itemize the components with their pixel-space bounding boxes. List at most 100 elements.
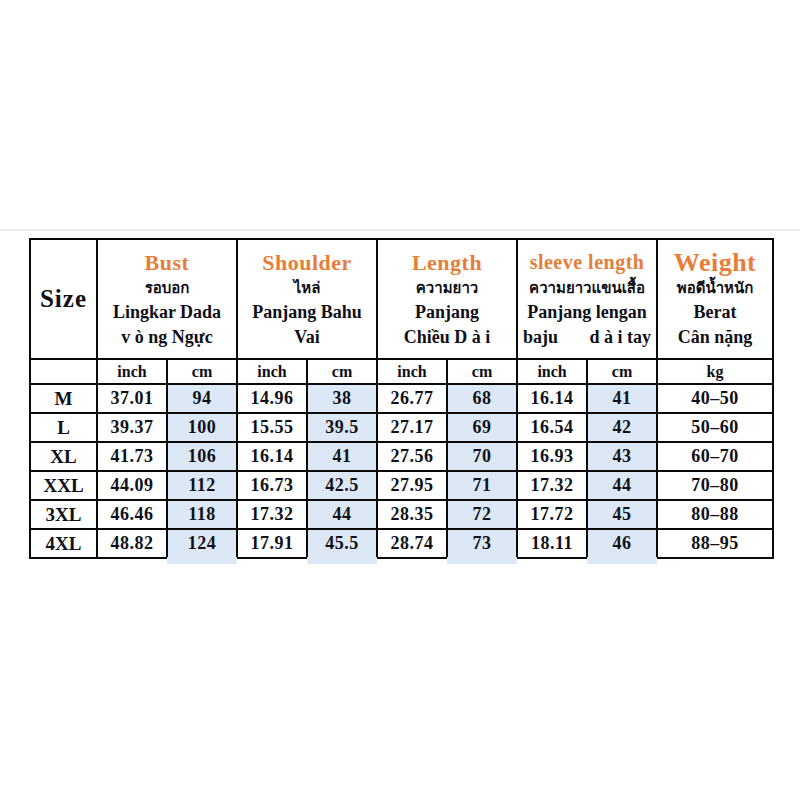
sleeve-cm-cell: 43: [587, 442, 657, 471]
weight-range-cell: 88–95: [657, 529, 773, 558]
table-row-4xl: 4XL 48.82 124 17.91 45.5 28.74 73 18.11 …: [30, 529, 773, 558]
shoulder-cm-cell: 44: [307, 500, 377, 529]
length-cm-cell: 72: [447, 500, 517, 529]
length-cm-cell: 68: [447, 384, 517, 413]
sleeve-inch-cell: 17.32: [517, 471, 587, 500]
length-inch-cell: 26.77: [377, 384, 447, 413]
bust-label-indo: Lingkar Dada: [98, 300, 236, 325]
unit-length-inch: inch: [377, 359, 447, 384]
sleeve-cm-cell: 44: [587, 471, 657, 500]
weight-label-indo: Berat: [658, 300, 772, 325]
table-row-3xl: 3XL 46.46 118 17.32 44 28.35 72 17.72 45…: [30, 500, 773, 529]
size-chart-page: Size Bust รอบอก Lingkar Dada v ò ng Ngực…: [0, 0, 800, 800]
sleeve-label-viet-right: d à i tay: [590, 325, 652, 350]
column-header-length: Length ความยาว Panjang Chiều D à i: [377, 239, 517, 359]
shoulder-inch-cell: 17.91: [237, 529, 307, 558]
length-label-viet: Chiều D à i: [378, 325, 516, 350]
unit-bust-inch: inch: [97, 359, 167, 384]
shoulder-inch-cell: 15.55: [237, 413, 307, 442]
shoulder-inch-cell: 17.32: [237, 500, 307, 529]
bust-label-thai: รอบอก: [98, 276, 236, 300]
unit-shoulder-cm: cm: [307, 359, 377, 384]
length-inch-cell: 27.17: [377, 413, 447, 442]
weight-range-cell: 70–80: [657, 471, 773, 500]
shoulder-inch-cell: 16.14: [237, 442, 307, 471]
header-row: Size Bust รอบอก Lingkar Dada v ò ng Ngực…: [30, 239, 773, 359]
column-header-shoulder: Shoulder ไหล่ Panjang Bahu Vai: [237, 239, 377, 359]
sleeve-cm-cell: 41: [587, 384, 657, 413]
length-cm-cell: 73: [447, 529, 517, 558]
size-header: Size: [30, 239, 97, 359]
shoulder-cm-cell: 42.5: [307, 471, 377, 500]
sleeve-label-thai: ความยาวแขนเสื้อ: [518, 276, 656, 300]
bust-inch-cell: 48.82: [97, 529, 167, 558]
bust-inch-cell: 37.01: [97, 384, 167, 413]
sleeve-cm-cell: 42: [587, 413, 657, 442]
units-empty-cell: [30, 359, 97, 384]
sleeve-label-viet: baju d à i tay: [518, 325, 656, 350]
column-header-sleeve-length: sleeve length ความยาวแขนเสื้อ Panjang le…: [517, 239, 657, 359]
sleeve-cm-cell: 45: [587, 500, 657, 529]
unit-bust-cm: cm: [167, 359, 237, 384]
bust-cm-cell: 118: [167, 500, 237, 529]
sleeve-inch-cell: 17.72: [517, 500, 587, 529]
sleeve-label-viet-left: baju: [523, 325, 558, 350]
weight-label-thai: พอดีน้ำหนัก: [658, 276, 772, 300]
shoulder-inch-cell: 16.73: [237, 471, 307, 500]
size-cell: 3XL: [30, 500, 97, 529]
size-cell: XL: [30, 442, 97, 471]
length-inch-cell: 27.95: [377, 471, 447, 500]
bust-inch-cell: 41.73: [97, 442, 167, 471]
sleeve-cm-shade-overflow: [587, 557, 657, 564]
sleeve-inch-cell: 16.14: [517, 384, 587, 413]
size-chart-table: Size Bust รอบอก Lingkar Dada v ò ng Ngực…: [29, 238, 774, 559]
bust-cm-cell: 124: [167, 529, 237, 558]
weight-range-cell: 40–50: [657, 384, 773, 413]
length-cm-cell: 71: [447, 471, 517, 500]
shoulder-cm-shade-overflow: [307, 557, 377, 564]
weight-label-en: Weight: [658, 249, 772, 276]
size-cell: M: [30, 384, 97, 413]
length-cm-shade-overflow: [447, 557, 517, 564]
bust-cm-cell: 94: [167, 384, 237, 413]
weight-range-cell: 50–60: [657, 413, 773, 442]
unit-sleeve-cm: cm: [587, 359, 657, 384]
table-row-xl: XL 41.73 106 16.14 41 27.56 70 16.93 43 …: [30, 442, 773, 471]
shoulder-cm-cell: 45.5: [307, 529, 377, 558]
column-header-weight: Weight พอดีน้ำหนัก Berat Cân nặng: [657, 239, 773, 359]
table-row-m: M 37.01 94 14.96 38 26.77 68 16.14 41 40…: [30, 384, 773, 413]
unit-length-cm: cm: [447, 359, 517, 384]
table-row-xxl: XXL 44.09 112 16.73 42.5 27.95 71 17.32 …: [30, 471, 773, 500]
bust-cm-cell: 100: [167, 413, 237, 442]
unit-sleeve-inch: inch: [517, 359, 587, 384]
sleeve-label-en: sleeve length: [518, 249, 656, 276]
length-cm-cell: 70: [447, 442, 517, 471]
unit-shoulder-inch: inch: [237, 359, 307, 384]
shoulder-cm-cell: 41: [307, 442, 377, 471]
length-cm-cell: 69: [447, 413, 517, 442]
length-inch-cell: 28.35: [377, 500, 447, 529]
length-inch-cell: 28.74: [377, 529, 447, 558]
sleeve-inch-cell: 16.54: [517, 413, 587, 442]
shoulder-label-en: Shoulder: [238, 249, 376, 276]
shoulder-inch-cell: 14.96: [237, 384, 307, 413]
unit-weight-kg: kg: [657, 359, 773, 384]
size-cell: L: [30, 413, 97, 442]
sleeve-inch-cell: 16.93: [517, 442, 587, 471]
bust-inch-cell: 39.37: [97, 413, 167, 442]
sleeve-label-indo: Panjang lengan: [518, 300, 656, 325]
sleeve-inch-cell: 18.11: [517, 529, 587, 558]
table-row-l: L 39.37 100 15.55 39.5 27.17 69 16.54 42…: [30, 413, 773, 442]
bust-cm-cell: 112: [167, 471, 237, 500]
bust-label-viet: v ò ng Ngực: [98, 325, 236, 350]
size-cell: 4XL: [30, 529, 97, 558]
column-header-bust: Bust รอบอก Lingkar Dada v ò ng Ngực: [97, 239, 237, 359]
shoulder-label-thai: ไหล่: [238, 276, 376, 300]
length-inch-cell: 27.56: [377, 442, 447, 471]
length-label-thai: ความยาว: [378, 276, 516, 300]
weight-range-cell: 60–70: [657, 442, 773, 471]
weight-label-viet: Cân nặng: [658, 325, 772, 350]
length-label-indo: Panjang: [378, 300, 516, 325]
top-divider-line: [0, 229, 800, 231]
shoulder-cm-cell: 39.5: [307, 413, 377, 442]
